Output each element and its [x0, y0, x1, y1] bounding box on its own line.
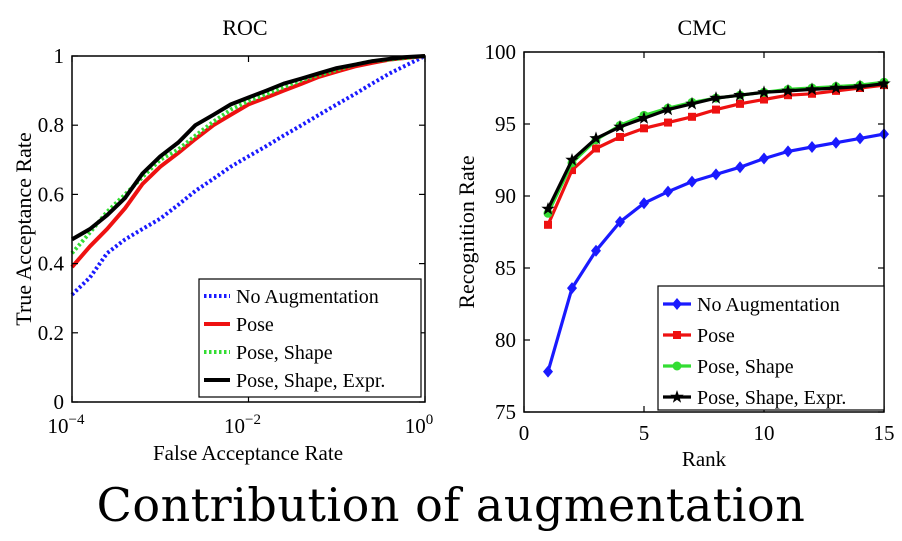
roc-chart: ROC 0 0.2 0.4 0.6 0.8 1 10−4 10−2 100 False Acce… [11, 15, 433, 465]
cmc-point-pose-shape-expr [709, 91, 723, 104]
roc-title: ROC [222, 15, 267, 40]
cmc-point-pose [568, 166, 576, 175]
roc-ytick-label: 1 [54, 44, 65, 68]
cmc-point-pose [688, 112, 696, 121]
cmc-point-pose [592, 144, 600, 153]
cmc-legend-marker-no-augmentation [672, 298, 682, 310]
roc-ticks: 0 0.2 0.4 0.6 0.8 1 10−4 10−2 100 [38, 44, 434, 438]
cmc-legend-label: Pose, Shape, Expr. [697, 387, 846, 409]
cmc-point-no-augmentation [663, 185, 673, 198]
roc-ytick-label: 0.2 [38, 321, 64, 345]
cmc-ytick-label: 90 [495, 184, 516, 208]
cmc-ytick-label: 100 [485, 40, 517, 64]
cmc-point-pose [616, 132, 624, 141]
cmc-point-no-augmentation [687, 175, 697, 188]
cmc-point-pose-shape-expr [565, 153, 579, 166]
cmc-point-pose-shape-expr [685, 96, 699, 110]
cmc-ytick-label: 95 [495, 112, 516, 136]
cmc-ylabel: Recognition Rate [454, 155, 479, 308]
cmc-ytick-label: 85 [495, 256, 516, 280]
roc-legend: No Augmentation Pose Pose, Shape Pose, Shap… [198, 278, 422, 398]
roc-xtick-label: 10−4 [48, 412, 85, 438]
cmc-xlabel: Rank [682, 447, 727, 471]
roc-legend-label: Pose, Shape [236, 342, 333, 364]
cmc-title: CMC [678, 15, 727, 40]
cmc-point-no-augmentation [855, 132, 865, 145]
cmc-axes-frame [523, 51, 885, 413]
cmc-point-no-augmentation [711, 168, 721, 181]
roc-ytick-label: 0 [54, 390, 65, 414]
cmc-point-no-augmentation [807, 141, 817, 154]
cmc-legend-label: Pose, Shape [697, 356, 794, 378]
cmc-point-pose-shape-expr [853, 79, 867, 93]
roc-legend-label: Pose, Shape, Expr. [236, 370, 385, 392]
cmc-point-no-augmentation [639, 197, 649, 210]
cmc-point-pose-shape-expr [829, 81, 843, 94]
roc-ytick-label: 0.8 [38, 113, 64, 137]
cmc-point-pose-shape-expr [781, 83, 795, 97]
cmc-legend-marker-pose-shape-expr [670, 390, 684, 403]
cmc-xtick-label: 15 [874, 421, 895, 445]
cmc-legend-marker-pose [673, 331, 681, 339]
cmc-point-no-augmentation [759, 152, 769, 165]
cmc-legend-label: Pose [697, 325, 735, 347]
roc-series-no-augmentation [70, 54, 426, 297]
cmc-point-pose [760, 95, 768, 104]
cmc-point-pose-shape-expr [637, 111, 651, 124]
figure-caption: Contribution of augmentation [96, 478, 806, 532]
roc-xlabel: False Acceptance Rate [153, 441, 343, 465]
cmc-point-pose [808, 89, 816, 98]
roc-ylabel: True Acceptance Rate [11, 132, 36, 325]
cmc-legend-box [657, 285, 885, 411]
cmc-point-pose [784, 91, 792, 100]
cmc-point-no-augmentation [591, 244, 601, 257]
cmc-point-no-augmentation [831, 136, 841, 149]
cmc-legend-marker-pose-shape [672, 361, 682, 371]
cmc-point-pose-shape-expr [805, 82, 819, 96]
cmc-legend-items: No Augmentation Pose Pose, Shape Pose, Shap… [663, 294, 846, 409]
cmc-point-no-augmentation [783, 145, 793, 158]
roc-legend-box [198, 278, 422, 398]
cmc-point-pose [664, 118, 672, 127]
cmc-point-pose [544, 220, 552, 229]
cmc-series-group [541, 76, 891, 378]
cmc-point-pose-shape-expr [613, 119, 627, 133]
cmc-point-pose-shape-expr [541, 202, 555, 215]
cmc-point-pose-shape-expr [589, 131, 603, 145]
cmc-point-no-augmentation [543, 365, 553, 378]
roc-ytick-label: 0.4 [38, 252, 65, 276]
cmc-ytick-label: 75 [495, 400, 516, 424]
cmc-point-pose [640, 124, 648, 133]
roc-series-pose-shape-expr [70, 54, 426, 242]
cmc-xtick-label: 5 [639, 421, 650, 445]
cmc-xtick-label: 0 [519, 421, 530, 445]
cmc-point-no-augmentation [567, 282, 577, 295]
roc-xtick-label: 100 [405, 412, 434, 438]
roc-series-group [70, 54, 426, 297]
cmc-ticks: 75 80 85 90 95 100 0 5 10 15 [485, 40, 895, 445]
roc-series-pose [70, 54, 426, 269]
cmc-point-pose-shape-expr [661, 102, 675, 116]
cmc-ytick-label: 80 [495, 328, 516, 352]
roc-series-pose-shape [70, 54, 426, 255]
roc-ytick-label: 0.6 [38, 182, 64, 206]
roc-legend-label: Pose [236, 314, 274, 336]
roc-legend-items: No Augmentation Pose Pose, Shape Pose, Shap… [204, 286, 385, 392]
cmc-xtick-label: 10 [754, 421, 775, 445]
cmc-legend: No Augmentation Pose Pose, Shape Pose, Shap… [657, 285, 885, 411]
cmc-point-pose [712, 105, 720, 114]
cmc-point-pose-shape-expr [733, 88, 747, 101]
roc-legend-label: No Augmentation [236, 286, 379, 308]
cmc-point-no-augmentation [615, 215, 625, 228]
roc-xtick-label: 10−2 [224, 412, 261, 438]
cmc-point-no-augmentation [735, 161, 745, 174]
cmc-point-pose [736, 99, 744, 108]
cmc-point-pose-shape-expr [757, 85, 771, 98]
cmc-legend-label: No Augmentation [697, 294, 840, 316]
cmc-chart: CMC 75 80 85 90 95 100 0 5 10 15 Rank Recognition… [454, 15, 895, 471]
